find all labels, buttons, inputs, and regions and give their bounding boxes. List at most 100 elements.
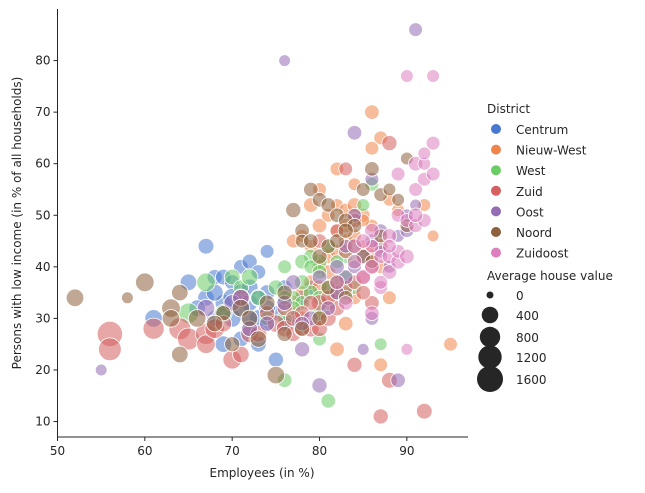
point-zuid [196,334,216,354]
y-tick-label: 70 [35,105,50,119]
point-nieuw-west [382,290,397,306]
legend-hue-title: District [487,102,530,116]
point-noord [382,182,397,197]
point-oost [390,372,406,389]
point-noord [266,365,286,385]
size-legend-marker [486,291,494,299]
point-nieuw-west [364,104,380,120]
legend-size-title: Average house value [487,269,613,283]
x-axis-label: Employees (in %) [209,466,314,480]
legend-label-noord: Noord [516,226,552,240]
point-oost [311,269,328,285]
axes [57,9,468,438]
point-noord [121,291,134,305]
point-west [373,337,388,352]
size-legend-label: 1200 [516,351,547,365]
point-noord [303,181,319,198]
x-tick-label: 90 [399,444,414,458]
x-tick-label: 80 [312,444,327,458]
legend-marker-oost [491,206,501,217]
point-noord [65,288,85,308]
point-oost [294,341,311,358]
point-oost [356,342,370,356]
legend-marker-centrum [491,124,501,134]
size-legend-label: 1600 [516,373,547,387]
point-zuidoost [355,269,371,285]
point-west [240,268,259,286]
point-noord [355,182,371,197]
point-zuidoost [426,69,440,83]
y-tick-label: 40 [35,260,50,274]
points-layer [65,22,458,425]
y-tick-label: 20 [35,363,50,377]
point-noord [285,202,302,219]
size-legend-marker [478,345,502,369]
y-tick-label: 10 [35,415,50,429]
point-noord [171,283,189,302]
point-zuidoost [381,264,398,280]
point-nieuw-west [364,140,380,156]
point-noord [249,330,268,348]
legend: District Centrum Nieuw-West West Zuid Oost No… [477,102,613,392]
point-noord [276,284,293,301]
point-zuidoost [425,166,441,182]
legend-label-west: West [516,164,546,178]
point-oost [320,300,337,316]
point-zuidoost [417,146,432,161]
point-nieuw-west [311,217,328,234]
point-zuidoost [399,248,415,265]
point-nieuw-west [373,357,389,373]
point-noord [311,248,328,265]
size-legend-label: 0 [516,289,524,303]
point-noord [187,309,207,328]
point-oost [311,377,328,394]
point-zuidoost [407,207,424,224]
y-tick-label: 80 [35,54,50,68]
point-zuid [372,408,389,425]
point-centrum [197,237,215,255]
point-zuid [355,284,371,301]
legend-label-nieuw-west: Nieuw-West [516,144,587,158]
legend-label-oost: Oost [516,205,544,219]
legend-marker-zuidoost [491,247,501,258]
point-noord [329,233,345,249]
y-axis-label: Persons with low income (in % of all hou… [10,77,24,370]
point-zuidoost [364,305,380,321]
point-noord [258,294,276,312]
point-noord [320,197,337,213]
point-nieuw-west [329,341,345,358]
point-zuid [415,402,433,420]
point-nieuw-west [443,336,458,352]
point-noord [205,314,224,333]
point-noord [311,310,328,327]
point-zuidoost [400,342,414,356]
size-legend-marker [477,366,503,392]
point-noord [171,345,189,364]
point-zuid [338,161,354,177]
legend-marker-west [491,165,501,176]
point-noord [294,320,311,337]
x-tick-label: 60 [137,444,152,458]
legend-label-zuid: Zuid [516,185,543,199]
size-legend-label: 800 [516,331,539,345]
point-zuid [98,337,122,362]
point-zuidoost [400,69,414,83]
point-west [356,198,371,212]
point-zuidoost [364,259,380,275]
point-zuidoost [355,233,371,249]
point-oost [329,259,345,275]
point-zuidoost [338,295,354,311]
point-noord [337,222,354,239]
legend-label-zuidoost: Zuidoost [516,247,569,261]
legend-marker-noord [491,227,501,237]
hue-legend: Centrum Nieuw-West West Zuid Oost Noord Zuidoo… [491,123,587,261]
point-west [320,393,337,409]
point-noord [276,325,293,342]
point-noord [391,193,405,207]
point-oost [259,315,276,332]
point-zuidoost [364,222,380,239]
point-zuidoost [390,166,406,182]
y-tick-label: 50 [35,208,50,222]
point-noord [303,233,319,249]
